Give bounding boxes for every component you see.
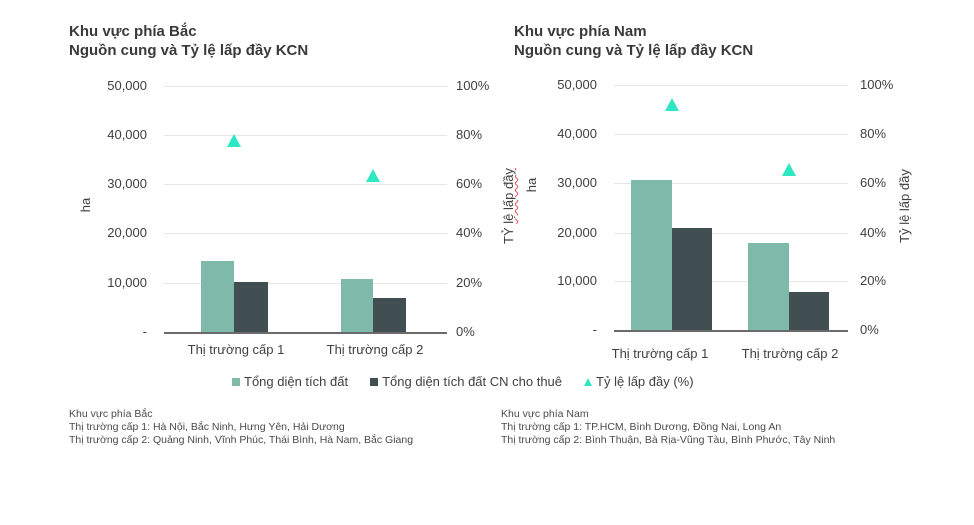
south-y-tick: 10,000 bbox=[557, 273, 597, 288]
south-footnote: Khu vực phía Nam Thị trường cấp 1: TP.HC… bbox=[501, 408, 836, 446]
legend-item-occupancy: Tỷ lệ lấp đầy (%) bbox=[584, 374, 694, 389]
south-y2-tick: 80% bbox=[860, 126, 887, 141]
bar-total-land bbox=[631, 180, 672, 331]
south-y2-tick: 60% bbox=[860, 175, 887, 190]
gridline bbox=[164, 184, 447, 185]
north-y2-tick: 0% bbox=[456, 324, 475, 339]
chart-legend: Tổng diện tích đất Tổng diện tích đất CN… bbox=[232, 374, 694, 389]
bar-leasable-land bbox=[672, 228, 712, 331]
legend-item-total-land: Tổng diện tích đất bbox=[232, 374, 348, 389]
south-y-axis-title: ha bbox=[524, 177, 539, 193]
north-chart-title-line1: Khu vực phía Bắc bbox=[69, 23, 197, 40]
south-y-tick: 30,000 bbox=[557, 175, 597, 190]
gridline bbox=[614, 233, 848, 234]
south-y2-axis-title: Tỷ lệ lấp đầy bbox=[897, 169, 912, 243]
gridline bbox=[164, 283, 447, 284]
x-axis-line bbox=[614, 330, 848, 332]
gridline bbox=[614, 281, 848, 282]
bar-total-land bbox=[748, 243, 789, 331]
south-y2-tick: 100% bbox=[860, 77, 894, 92]
north-y-axis-title: ha bbox=[78, 197, 93, 213]
south-chart-title-line2: Nguồn cung và Tỷ lệ lấp đầy KCN bbox=[514, 42, 754, 59]
north-y2-tick: 20% bbox=[456, 275, 483, 290]
north-y-tick: - bbox=[142, 324, 147, 339]
bar-leasable-land bbox=[373, 298, 406, 333]
south-chart-title-line1: Khu vực phía Nam bbox=[514, 23, 647, 40]
bar-leasable-land bbox=[234, 282, 268, 333]
bar-leasable-land bbox=[789, 292, 829, 331]
north-y-tick: 30,000 bbox=[107, 176, 147, 191]
x-axis-line bbox=[164, 332, 447, 334]
south-y-tick: 20,000 bbox=[557, 225, 597, 240]
north-y2-tick: 80% bbox=[456, 127, 483, 142]
north-chart-title-line2: Nguồn cung và Tỷ lệ lấp đầy KCN bbox=[69, 42, 309, 59]
bar-total-land bbox=[201, 261, 234, 333]
gridline bbox=[164, 135, 447, 136]
north-y-tick: 20,000 bbox=[107, 225, 147, 240]
legend-item-leasable-land: Tổng diện tích đất CN cho thuê bbox=[370, 374, 562, 389]
occupancy-marker-triangle bbox=[227, 134, 241, 147]
north-y-tick: 50,000 bbox=[107, 78, 147, 93]
north-y2-tick: 100% bbox=[456, 78, 490, 93]
legend-triangle-icon bbox=[584, 377, 593, 386]
bar-total-land bbox=[341, 279, 373, 333]
north-y-tick: 40,000 bbox=[107, 127, 147, 142]
north-category-label: Thị trường cấp 2 bbox=[326, 342, 424, 357]
legend-swatch-icon bbox=[232, 377, 240, 386]
south-y-tick: 40,000 bbox=[557, 126, 597, 141]
occupancy-marker-triangle bbox=[366, 169, 380, 182]
gridline bbox=[614, 183, 848, 184]
occupancy-marker-triangle bbox=[782, 163, 796, 176]
occupancy-marker-triangle bbox=[665, 98, 679, 111]
south-category-label: Thị trường cấp 2 bbox=[741, 346, 839, 361]
south-y-tick: 50,000 bbox=[557, 77, 597, 92]
north-category-label: Thị trường cấp 1 bbox=[187, 342, 285, 357]
south-y2-tick: 20% bbox=[860, 273, 887, 288]
north-y-tick: 10,000 bbox=[107, 275, 147, 290]
north-footnote: Khu vực phía Bắc Thị trường cấp 1: Hà Nộ… bbox=[69, 408, 414, 446]
gridline bbox=[614, 85, 848, 86]
south-y-tick: - bbox=[592, 322, 597, 337]
gridline bbox=[614, 134, 848, 135]
gridline bbox=[164, 233, 447, 234]
north-y2-tick: 40% bbox=[456, 225, 483, 240]
north-y2-axis-title: TỶ lệ lấp đầy bbox=[501, 168, 516, 244]
legend-swatch-icon bbox=[370, 377, 379, 386]
south-y2-tick: 40% bbox=[860, 225, 887, 240]
gridline bbox=[164, 86, 447, 87]
south-category-label: Thị trường cấp 1 bbox=[611, 346, 709, 361]
south-y2-tick: 0% bbox=[860, 322, 879, 337]
north-y2-tick: 60% bbox=[456, 176, 483, 191]
